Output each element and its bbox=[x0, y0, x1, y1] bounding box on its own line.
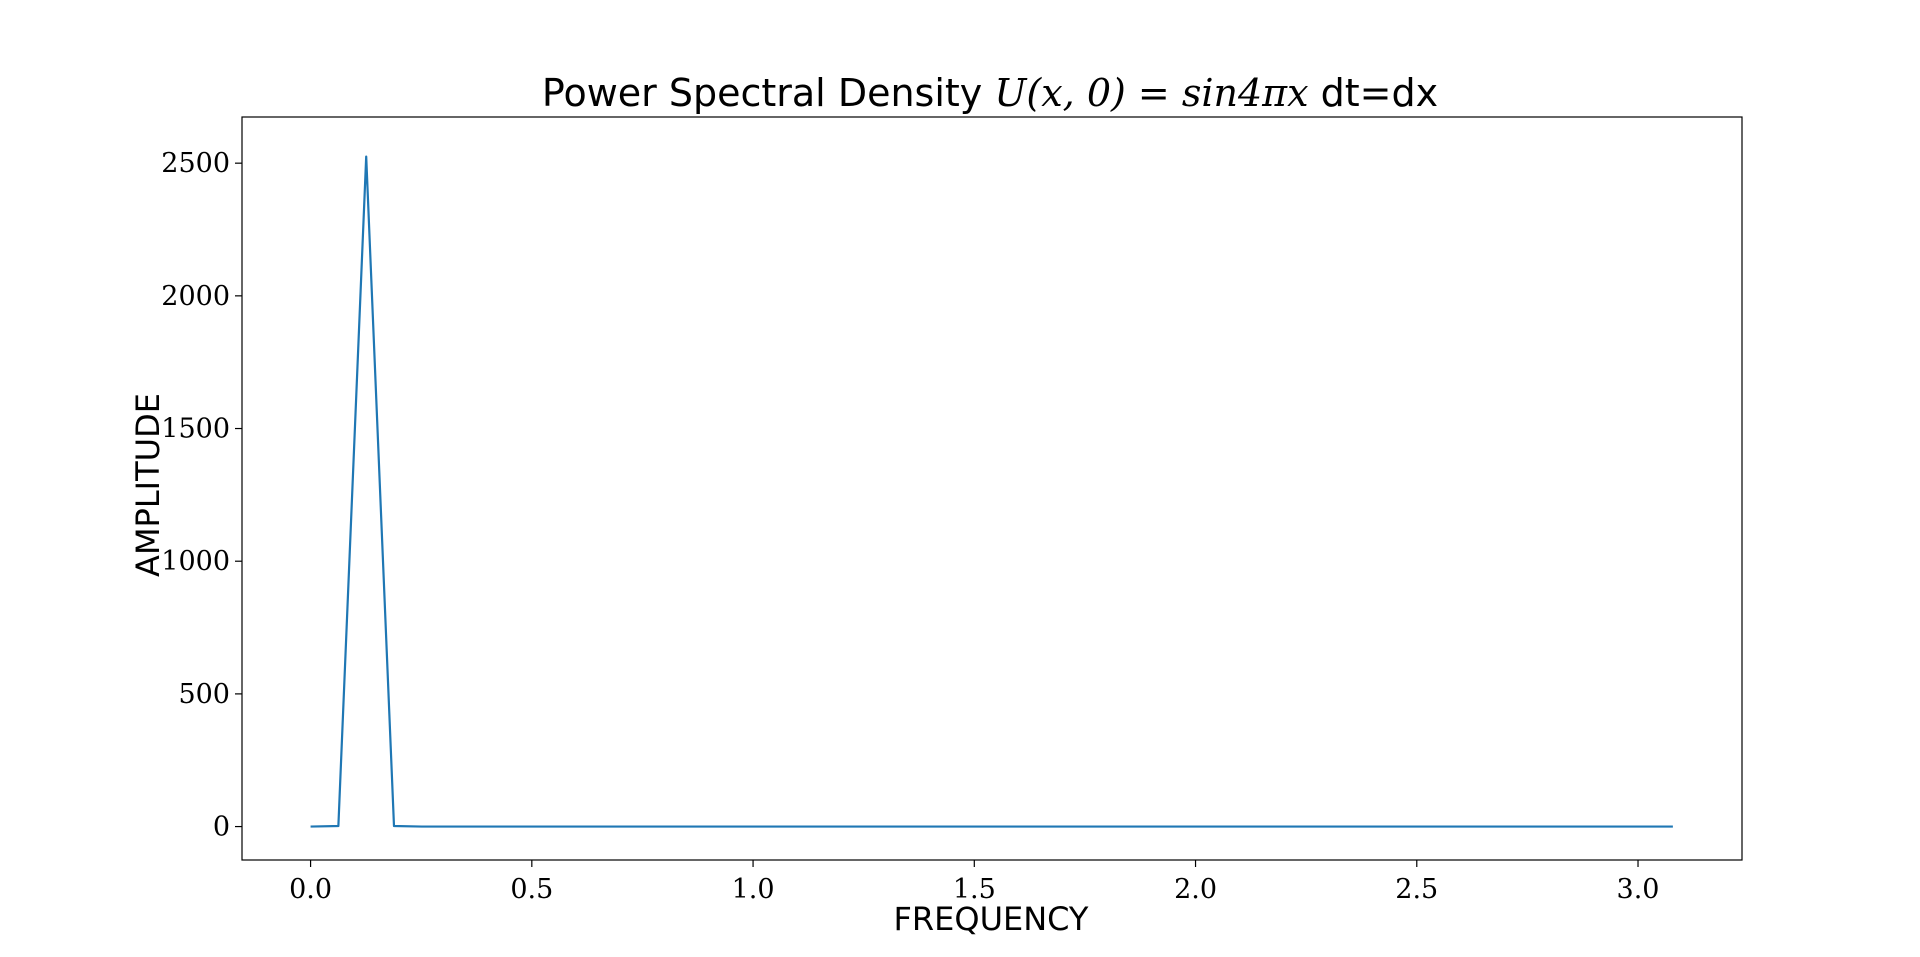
y-tick-label: 1000 bbox=[161, 546, 230, 577]
x-tick-label: 2.5 bbox=[1395, 874, 1438, 905]
x-tick-label: 0.0 bbox=[289, 874, 332, 905]
chart-title-suffix: dt=dx bbox=[1309, 71, 1439, 115]
x-tick-label: 3.0 bbox=[1617, 874, 1660, 905]
y-tick-label: 500 bbox=[178, 679, 230, 710]
x-tick-label: 1.0 bbox=[732, 874, 775, 905]
x-tick-label: 1.5 bbox=[953, 874, 996, 905]
chart-title: Power Spectral Density U(x, 0) = sin4πx … bbox=[542, 71, 1438, 115]
x-tick-label: 0.5 bbox=[510, 874, 553, 905]
y-axis-label: AMPLITUDE bbox=[129, 393, 167, 577]
chart-title-math: U(x, 0) = sin4πx bbox=[994, 71, 1308, 115]
plot-area bbox=[241, 116, 1743, 861]
y-tick-label: 2000 bbox=[161, 281, 230, 312]
x-tick-label: 2.0 bbox=[1174, 874, 1217, 905]
x-axis-label: FREQUENCY bbox=[894, 900, 1089, 938]
y-axis-ticks: 0 500 1000 1500 2000 2500 bbox=[161, 148, 242, 843]
plot-frame bbox=[241, 116, 1743, 861]
series-line-0 bbox=[310, 155, 1673, 828]
y-tick-label: 2500 bbox=[161, 148, 230, 179]
x-axis-ticks: 0.0 0.5 1.0 1.5 2.0 2.5 3.0 bbox=[289, 860, 1659, 905]
chart-title-prefix: Power Spectral Density bbox=[542, 71, 994, 115]
y-tick-label: 0 bbox=[213, 812, 230, 843]
y-tick-label: 1500 bbox=[161, 414, 230, 445]
